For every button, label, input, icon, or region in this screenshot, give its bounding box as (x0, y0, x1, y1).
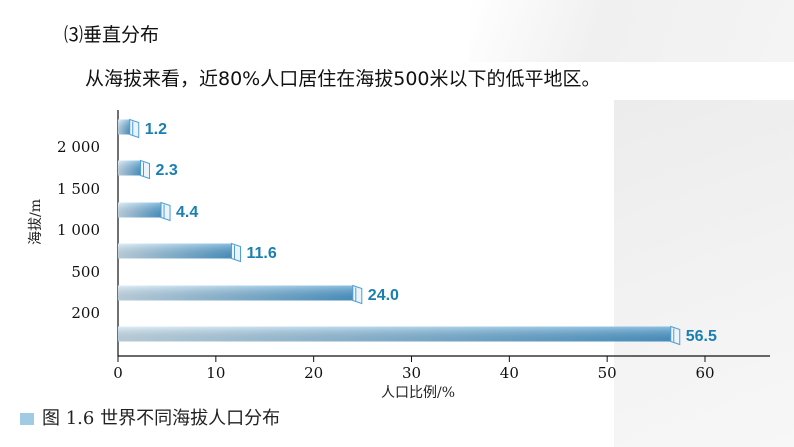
x-tick-label: 0 (113, 364, 123, 382)
bar-value-label: 4.4 (176, 204, 198, 221)
bar-shade (118, 160, 141, 176)
chart-axes (117, 110, 770, 357)
x-tick-label: 20 (304, 364, 323, 382)
y-tick-label: 500 (71, 263, 100, 281)
x-tick-label: 30 (402, 364, 421, 382)
x-tick-label: 60 (695, 364, 714, 382)
bar-end-cap (230, 242, 241, 263)
x-ticks-group: 0 10 20 30 40 50 60 (113, 356, 715, 382)
bar-value-label: 2.3 (156, 162, 178, 179)
figure-caption: 图 1.6 世界不同海拔人口分布 (20, 404, 280, 430)
decorative-gray-panel-right (614, 100, 794, 447)
section-title: ⑶垂直分布 (64, 24, 160, 46)
y-ticks-group: 200 500 1 000 1 500 2 000 (57, 138, 100, 322)
bar-end-cap (140, 159, 151, 180)
statement-text: 从海拔来看，近80%人口居住在海拔500米以下的低平地区。 (85, 68, 601, 90)
x-tick-label: 10 (206, 364, 225, 382)
caption-text: 图 1.6 世界不同海拔人口分布 (42, 408, 281, 429)
bar-shade (118, 243, 232, 259)
caption-swatch (20, 413, 34, 425)
y-axis-label: 海拔/m (28, 199, 44, 245)
bar-shade (118, 326, 671, 342)
bar-value-label: 56.5 (686, 328, 717, 345)
bar-value-label: 11.6 (246, 245, 276, 262)
y-tick-label: 1 000 (57, 221, 100, 239)
x-axis-label: 人口比例/% (381, 385, 455, 401)
decorative-gray-band-top (470, 0, 794, 62)
x-tick-label: 40 (500, 364, 519, 382)
y-tick-label: 2 000 (57, 138, 100, 156)
bar-end-cap (129, 118, 140, 139)
bars-group: 56.5 24.0 11.6 4.4 2.3 1.2 (118, 118, 717, 346)
bar-value-label: 24.0 (368, 287, 399, 304)
x-tick-label: 50 (598, 364, 617, 382)
y-tick-label: 200 (71, 304, 100, 322)
y-tick-label: 1 500 (57, 180, 100, 198)
bar-shade (118, 202, 162, 218)
bar-end-cap (352, 284, 363, 305)
bar-shade (118, 119, 130, 135)
bar-end-cap (670, 325, 681, 346)
bar-value-label: 1.2 (145, 121, 167, 138)
bar-shade (118, 285, 353, 301)
bar-end-cap (160, 201, 171, 222)
